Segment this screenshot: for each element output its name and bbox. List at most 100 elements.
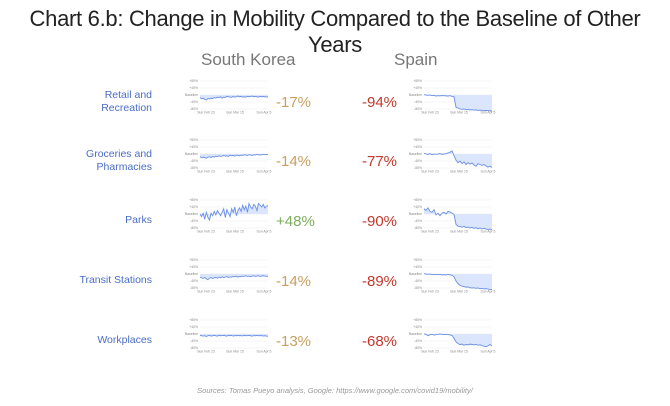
sparkline-chart: +80% +40% Baseline -40% -80%Sun Feb 23 Sun Ma… [409,79,496,115]
x-tick-label: Sun Feb 23 [197,170,215,174]
y-tick-label: +80% [413,318,422,322]
series-line [423,150,493,168]
change-label: -90% [362,213,398,230]
sparkline-chart: +80% +40% Baseline -40% -80%Sun Feb 23 Sun Ma… [185,318,272,354]
baseline-area [424,334,492,347]
x-tick-label: Sun Feb 23 [421,290,439,294]
y-tick-label: Baseline [409,93,422,97]
y-tick-label: -40% [414,219,422,223]
x-tick-label: Sun Feb 23 [197,290,215,294]
baseline-area [424,150,492,168]
x-tick-label: Sun Mar 15 [450,350,468,354]
change-label: -77% [362,153,398,170]
baseline-area [200,274,268,280]
change-label: -17% [276,94,312,111]
y-tick-label: -80% [190,286,198,290]
y-tick-label: -40% [190,219,198,223]
y-tick-label: +40% [189,265,198,269]
series-line [199,275,269,281]
sparkline-chart: +80% +40% Baseline -40% -80%Sun Feb 23 Sun Ma… [409,318,496,354]
x-tick-label: Sun Mar 15 [450,170,468,174]
series-line [199,334,269,337]
series-line [199,153,269,159]
x-tick-label: Sun Mar 15 [226,111,244,115]
x-tick-label: Sun Apr 5 [481,350,496,354]
change-label: +48% [276,213,315,230]
source-note: Sources: Tomas Pueyo analysis, Google: h… [197,386,473,395]
x-tick-label: Sun Feb 23 [197,111,215,115]
sparkline-chart: +80% +40% Baseline -40% -80%Sun Feb 23 Sun Ma… [185,258,272,294]
y-tick-label: +40% [189,86,198,90]
y-tick-label: -80% [414,286,422,290]
sparkline-chart: +80% +40% Baseline -40% -80%Sun Feb 23 Sun Ma… [185,198,272,234]
change-label: -14% [276,153,312,170]
change-label: -13% [276,333,312,350]
series-line [423,273,493,291]
x-tick-label: Sun Mar 15 [450,290,468,294]
y-tick-label: +40% [413,265,422,269]
y-tick-label: +80% [189,258,198,262]
y-tick-label: -80% [414,166,422,170]
column-header-spain: Spain [394,50,438,69]
y-tick-label: +40% [413,145,422,149]
x-tick-label: Sun Apr 5 [257,111,272,115]
series-line [423,333,493,348]
y-tick-label: +80% [189,79,198,83]
x-tick-label: Sun Feb 23 [421,230,439,234]
y-tick-label: -80% [190,226,198,230]
x-tick-label: Sun Mar 15 [226,350,244,354]
y-tick-label: +40% [189,145,198,149]
y-tick-label: -40% [190,339,198,343]
column-header-south-korea: South Korea [201,50,296,69]
series-line [423,207,493,231]
x-tick-label: Sun Apr 5 [257,350,272,354]
y-tick-label: -80% [414,107,422,111]
y-tick-label: Baseline [185,152,198,156]
y-tick-label: +40% [413,86,422,90]
y-tick-label: Baseline [409,212,422,216]
y-tick-label: -80% [190,107,198,111]
sparkline-chart: +80% +40% Baseline -40% -80%Sun Feb 23 Sun Ma… [409,258,496,294]
baseline-area [424,207,492,230]
y-tick-label: Baseline [185,332,198,336]
y-tick-label: -40% [190,159,198,163]
y-tick-label: -40% [414,279,422,283]
y-tick-label: Baseline [185,212,198,216]
x-tick-label: Sun Feb 23 [421,111,439,115]
change-label: -14% [276,273,312,290]
y-tick-label: Baseline [185,93,198,97]
baseline-area [424,273,492,290]
y-tick-label: +80% [413,258,422,262]
y-tick-label: +40% [413,325,422,329]
y-tick-label: -80% [190,166,198,170]
y-tick-label: +80% [413,79,422,83]
y-tick-label: -40% [414,339,422,343]
y-tick-label: +40% [189,325,198,329]
sparkline-chart: +80% +40% Baseline -40% -80%Sun Feb 23 Sun Ma… [409,198,496,234]
x-tick-label: Sun Apr 5 [481,111,496,115]
category-label: Groceries and Pharmacies [86,148,152,173]
y-tick-label: -40% [414,100,422,104]
y-tick-label: Baseline [409,272,422,276]
x-tick-label: Sun Apr 5 [481,230,496,234]
x-tick-label: Sun Mar 15 [450,230,468,234]
y-tick-label: -80% [190,346,198,350]
series-line [199,95,269,101]
y-tick-label: Baseline [185,272,198,276]
x-tick-label: Sun Apr 5 [257,290,272,294]
chart-title: Chart 6.b: Change in Mobility Compared t… [29,6,641,57]
y-tick-label: +40% [189,205,198,209]
category-label: Retail and Recreation [101,89,152,114]
y-tick-label: +80% [413,138,422,142]
x-tick-label: Sun Apr 5 [481,290,496,294]
y-tick-label: -40% [414,159,422,163]
x-tick-label: Sun Apr 5 [257,230,272,234]
category-label: Workplaces [97,334,152,346]
category-label: Transit Stations [79,274,152,286]
y-tick-label: -80% [414,346,422,350]
x-tick-label: Sun Feb 23 [421,350,439,354]
change-label: -89% [362,273,398,290]
x-tick-label: Sun Feb 23 [421,170,439,174]
sparkline-chart: +80% +40% Baseline -40% -80%Sun Feb 23 Sun Ma… [185,138,272,174]
category-label: Parks [125,214,152,226]
